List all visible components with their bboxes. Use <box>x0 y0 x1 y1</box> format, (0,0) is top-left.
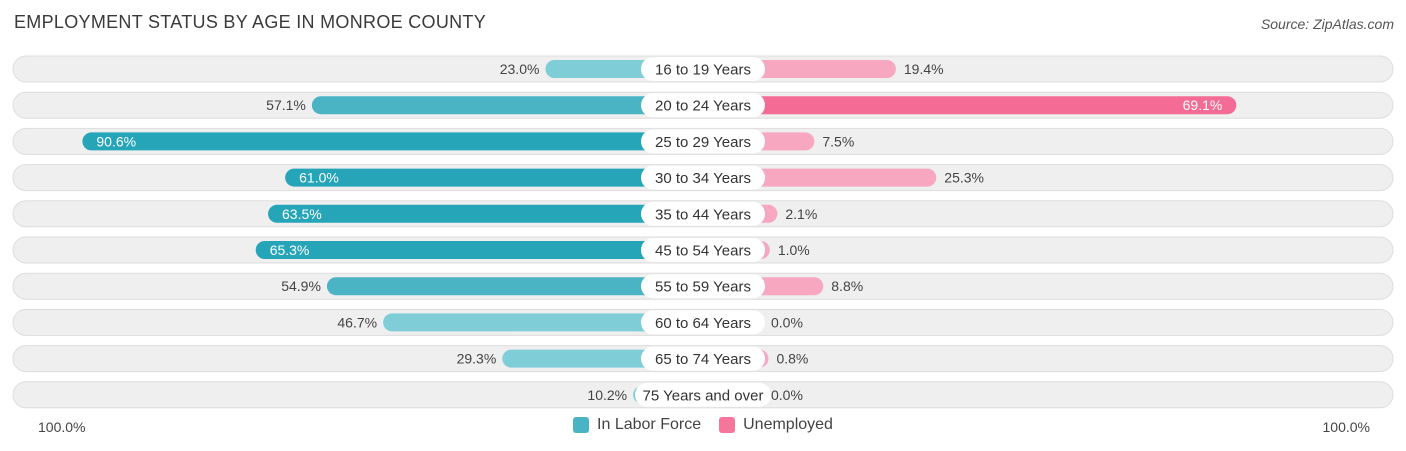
unemployed-bar <box>703 96 1237 115</box>
unemployed-value-label: 0.0% <box>771 387 803 403</box>
unemployed-value-label: 7.5% <box>822 133 854 149</box>
legend-item-labor[interactable]: In Labor Force <box>573 416 701 434</box>
category-label: 35 to 44 Years <box>655 206 751 223</box>
legend-label-unemployed: Unemployed <box>743 416 833 433</box>
labor-value-label: 57.1% <box>266 97 306 113</box>
legend: In Labor Force Unemployed <box>0 416 1406 434</box>
category-label: 55 to 59 Years <box>655 279 751 296</box>
labor-value-label: 46.7% <box>337 314 377 330</box>
category-label: 45 to 54 Years <box>655 243 751 260</box>
unemployed-value-label: 19.4% <box>904 61 944 77</box>
category-pill <box>641 201 765 226</box>
category-pill <box>641 129 765 154</box>
category-pill <box>641 310 765 335</box>
category-pill <box>641 238 765 262</box>
category-pill <box>641 93 765 118</box>
labor-bar <box>285 168 703 187</box>
labor-value-label: 23.0% <box>500 61 540 77</box>
legend-label-labor: In Labor Force <box>597 416 702 433</box>
labor-value-label: 29.3% <box>457 351 497 367</box>
category-label: 25 to 29 Years <box>655 134 751 151</box>
labor-value-label: 61.0% <box>299 170 339 186</box>
chart-title: EMPLOYMENT STATUS BY AGE IN MONROE COUNT… <box>14 12 487 32</box>
legend-swatch-labor <box>573 417 590 433</box>
unemployed-value-label: 2.1% <box>785 206 817 222</box>
category-label: 20 to 24 Years <box>655 98 751 115</box>
category-label: 16 to 19 Years <box>655 62 751 79</box>
labor-value-label: 90.6% <box>96 133 136 149</box>
labor-bar <box>311 96 703 115</box>
category-label: 60 to 64 Years <box>655 315 751 332</box>
category-pill <box>641 346 765 371</box>
unemployed-value-label: 25.3% <box>944 170 984 186</box>
labor-bar <box>268 204 703 223</box>
labor-value-label: 63.5% <box>282 206 322 222</box>
source-label: Source: ZipAtlas.com <box>1260 16 1394 32</box>
unemployed-value-label: 69.1% <box>1183 97 1223 113</box>
category-pill <box>635 382 771 407</box>
unemployed-value-label: 8.8% <box>831 278 863 294</box>
legend-swatch-unemployed <box>719 417 736 433</box>
labor-value-label: 65.3% <box>270 242 310 258</box>
labor-value-label: 10.2% <box>587 387 627 403</box>
labor-bar <box>255 241 703 259</box>
category-label: 65 to 74 Years <box>655 351 751 368</box>
category-pill <box>641 57 765 81</box>
category-label: 75 Years and over <box>643 387 764 404</box>
labor-value-label: 54.9% <box>281 278 321 294</box>
legend-item-unemployed[interactable]: Unemployed <box>719 416 833 434</box>
labor-bar <box>82 132 703 151</box>
unemployed-value-label: 1.0% <box>778 242 810 258</box>
unemployed-value-label: 0.0% <box>771 314 803 330</box>
labor-bar <box>326 277 703 296</box>
category-pill <box>641 274 765 299</box>
category-label: 30 to 34 Years <box>655 170 751 187</box>
axis-left-label: 100.0% <box>38 419 86 435</box>
unemployed-value-label: 0.8% <box>776 351 808 367</box>
labor-bar <box>383 313 703 332</box>
category-pill <box>641 165 765 190</box>
axis-right-label: 100.0% <box>1322 419 1370 435</box>
